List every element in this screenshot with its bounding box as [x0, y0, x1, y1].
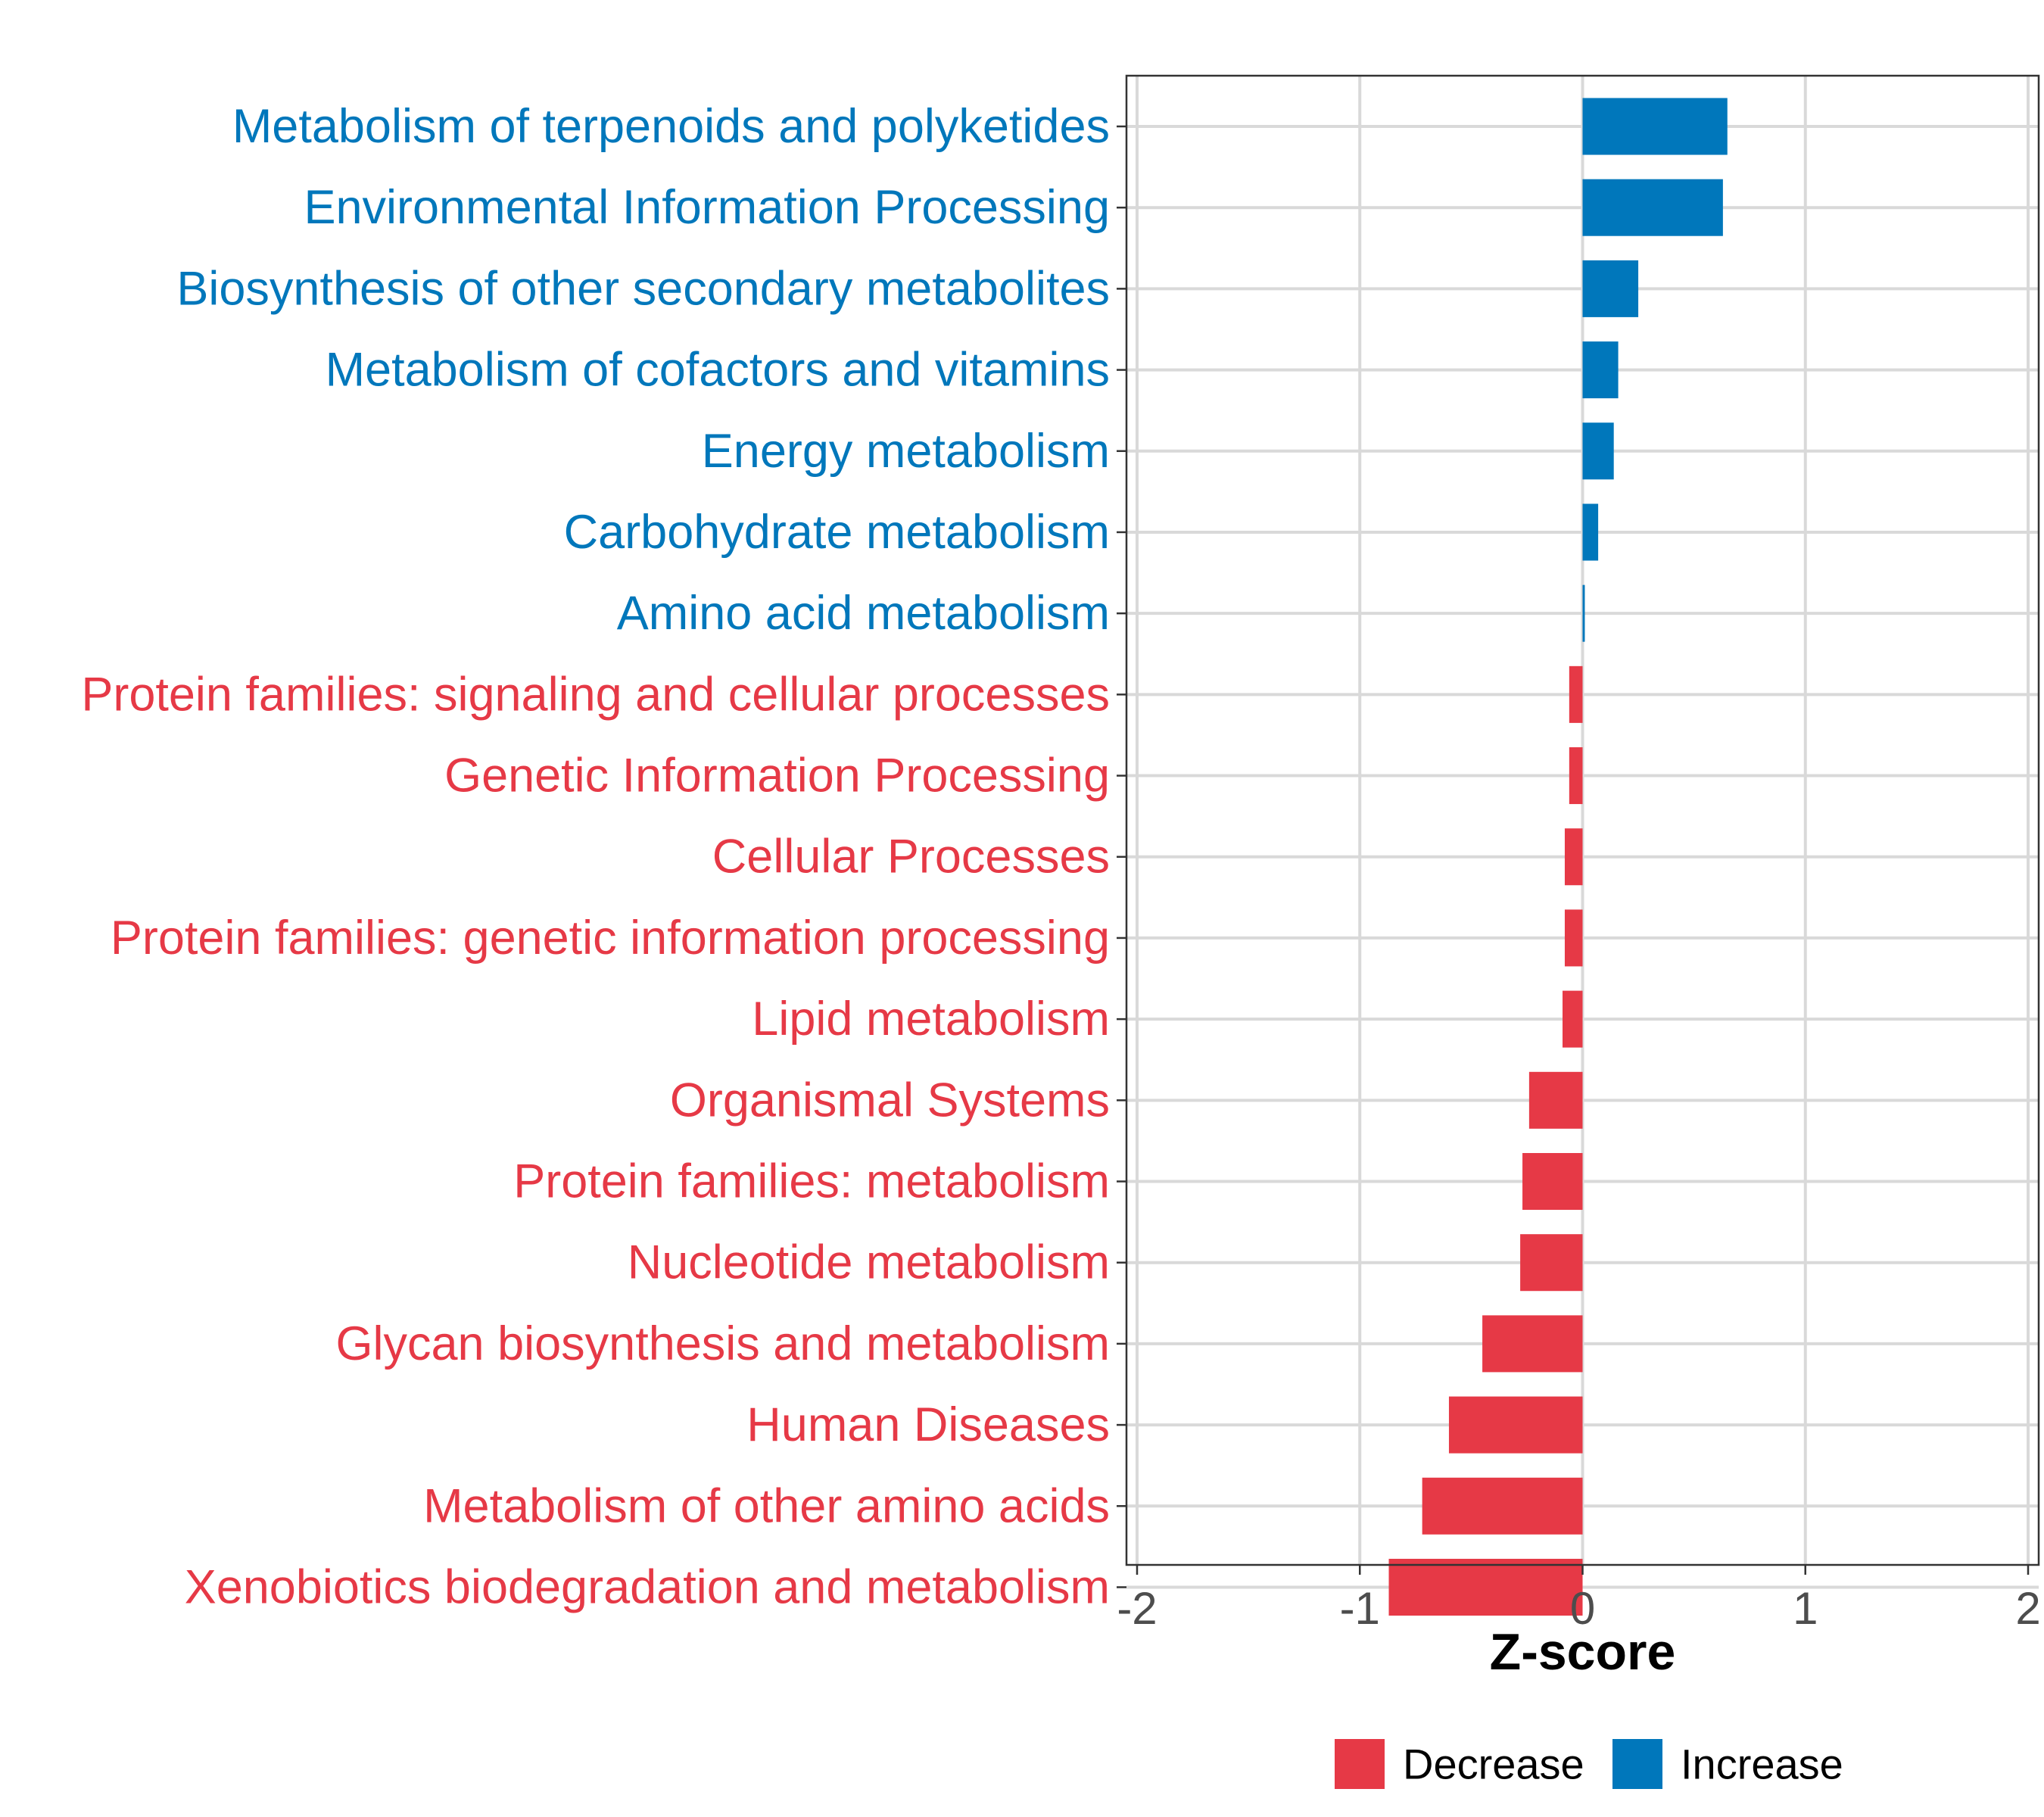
category-label: Protein families: metabolism [513, 1155, 1110, 1208]
bar-14 [1522, 1152, 1583, 1211]
category-label: Protein families: signaling and cellular… [81, 668, 1110, 721]
category-label: Cellular Processes [712, 831, 1110, 884]
bar-layer [1388, 98, 1728, 1616]
legend: Decrease Increase [1335, 1739, 1843, 1789]
bar-10 [1564, 828, 1583, 886]
x-axis: -2 -1 0 1 2 [1117, 1565, 2041, 1634]
category-label: Human Diseases [746, 1398, 1110, 1451]
legend-label-increase: Increase [1681, 1741, 1843, 1788]
category-label: Environmental Information Processing [304, 181, 1110, 234]
category-label: Metabolism of other amino acids [423, 1479, 1110, 1532]
y-axis: Metabolism of terpenoids and polyketides… [81, 100, 1126, 1613]
bar-16 [1482, 1315, 1583, 1373]
category-label: Organismal Systems [670, 1074, 1110, 1127]
category-label: Metabolism of cofactors and vitamins [326, 344, 1110, 397]
bar-15 [1520, 1234, 1583, 1292]
bar-12 [1563, 990, 1583, 1048]
bar-9 [1569, 747, 1583, 805]
bar-19 [1388, 1558, 1583, 1616]
bar-8 [1569, 665, 1583, 723]
category-label: Amino acid metabolism [617, 587, 1110, 640]
bar-11 [1564, 909, 1583, 967]
bar-3 [1582, 260, 1639, 317]
legend-key-increase [1612, 1739, 1662, 1789]
category-label: Carbohydrate metabolism [564, 506, 1110, 559]
category-label: Glycan biosynthesis and metabolism [336, 1317, 1111, 1370]
category-label: Biosynthesis of other secondary metaboli… [176, 262, 1110, 315]
x-tick-label: 0 [1570, 1583, 1595, 1634]
bar-2 [1582, 179, 1723, 236]
bar-7 [1582, 584, 1585, 642]
x-tick-label: -2 [1117, 1583, 1157, 1634]
legend-key-decrease [1335, 1739, 1385, 1789]
category-label: Genetic Information Processing [444, 750, 1110, 803]
x-tick-label: 1 [1793, 1583, 1818, 1634]
bar-18 [1422, 1477, 1583, 1535]
category-label: Xenobiotics biodegradation and metabolis… [185, 1560, 1110, 1613]
bar-6 [1582, 503, 1599, 561]
x-axis-title: Z-score [1490, 1623, 1676, 1681]
bar-13 [1528, 1071, 1583, 1129]
category-label: Protein families: genetic information pr… [111, 912, 1110, 965]
bar-5 [1582, 422, 1614, 480]
bar-17 [1448, 1396, 1583, 1454]
category-label: Nucleotide metabolism [628, 1236, 1110, 1289]
category-label: Energy metabolism [702, 425, 1110, 478]
category-label: Metabolism of terpenoids and polyketides [232, 100, 1110, 153]
category-label: Lipid metabolism [752, 993, 1110, 1046]
legend-label-decrease: Decrease [1403, 1741, 1584, 1788]
bar-1 [1582, 98, 1728, 155]
x-tick-label: -1 [1340, 1583, 1380, 1634]
x-tick-label: 2 [2015, 1583, 2040, 1634]
bar-4 [1582, 341, 1619, 399]
